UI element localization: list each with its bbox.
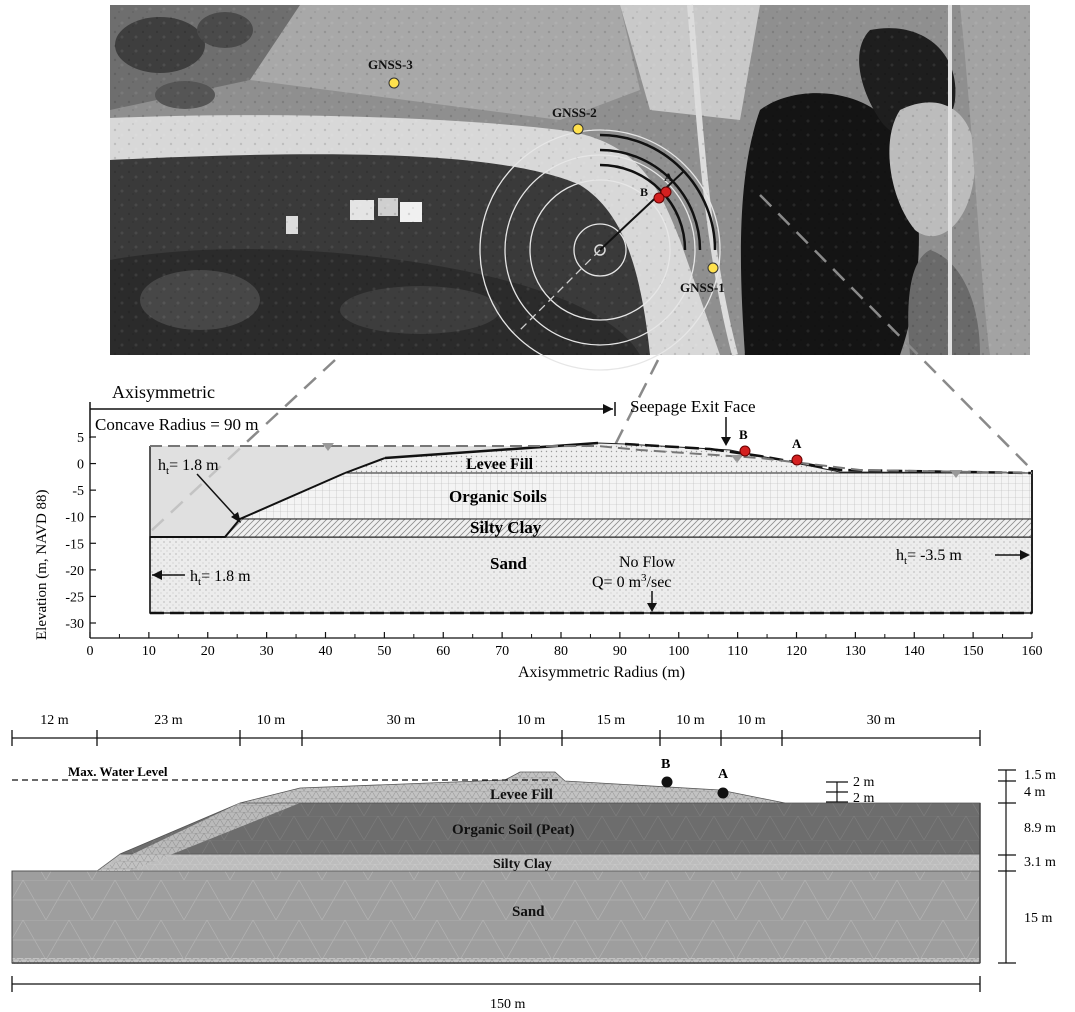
section-x-tick-label: 140	[904, 644, 925, 659]
section-y-tick-label: -5	[72, 484, 84, 499]
right-dim-2: 4 m	[1024, 785, 1046, 800]
section-x-tick-label: 100	[668, 644, 689, 659]
right-dim-4: 3.1 m	[1024, 855, 1056, 870]
section-axes: 0 10 20 30 40 50 60 70 80 90 100 110 120 130 140 150 160…	[65, 431, 1042, 659]
dimension-width-label: 10 m	[257, 713, 286, 728]
small-dim-1: 2 m	[853, 775, 875, 790]
section-x-tick-label: 60	[436, 644, 450, 659]
section-x-tick-label: 10	[142, 644, 156, 659]
mesh-silty-clay-label: Silty Clay	[493, 857, 552, 872]
ht-right-label: ht= -3.5 m	[896, 547, 962, 567]
dimension-width-label: 10 m	[517, 713, 546, 728]
section-organic-soils-label: Organic Soils	[449, 487, 547, 506]
section-x-tick-label: 50	[377, 644, 391, 659]
mesh-point-a-label: A	[718, 767, 729, 782]
section-y-tick-label: -10	[65, 511, 84, 526]
gnss-2-label: GNSS-2	[552, 105, 597, 120]
section-y-tick-label: -25	[65, 590, 84, 605]
dimension-width-label: 30 m	[867, 713, 896, 728]
right-dim-3: 8.9 m	[1024, 821, 1056, 836]
section-y-tick-label: -15	[65, 537, 84, 552]
concave-radius-label: Concave Radius = 90 m	[95, 415, 259, 434]
gnss-3-label: GNSS-3	[368, 57, 413, 72]
section-y-tick-label: 0	[77, 458, 84, 473]
section-x-tick-label: 130	[845, 644, 866, 659]
section-x-tick-label: 80	[554, 644, 568, 659]
section-x-tick-label: 70	[495, 644, 509, 659]
dimension-width-label: 23 m	[154, 713, 183, 728]
gnss-1-label: GNSS-1	[680, 280, 725, 295]
cross-section: B A Levee Fill Organic Soils Silty Clay …	[34, 382, 1043, 681]
section-x-tick-label: 90	[613, 644, 627, 659]
section-x-tick-label: 150	[963, 644, 984, 659]
aerial-point-b-label: B	[640, 185, 648, 199]
section-x-tick-label: 120	[786, 644, 807, 659]
dimension-width-label: 10 m	[737, 713, 766, 728]
section-point-b-label: B	[739, 427, 748, 442]
total-width-label: 150 m	[490, 997, 526, 1012]
small-dim-2: 2 m	[853, 791, 875, 806]
aerial-photo: GNSS-3 GNSS-2 GNSS-1 A B	[110, 4, 1030, 371]
section-levee-fill-label: Levee Fill	[466, 456, 534, 473]
axisymmetric-label: Axisymmetric	[112, 382, 215, 402]
mesh-point-b-label: B	[661, 757, 670, 772]
section-x-axis-title: Axisymmetric Radius (m)	[518, 664, 685, 681]
mesh-levee-fill-label: Levee Fill	[490, 787, 553, 803]
dimension-width-label: 15 m	[597, 713, 626, 728]
section-x-tick-label: 30	[260, 644, 274, 659]
aerial-point-a-label: A	[664, 170, 673, 184]
ht-left-bottom-label: ht= 1.8 m	[190, 568, 251, 588]
section-point-a-label: A	[792, 436, 802, 451]
section-x-tick-label: 110	[727, 644, 747, 659]
no-flow-label: No Flow	[619, 554, 676, 571]
mesh-sand-label: Sand	[512, 904, 545, 920]
section-x-tick-label: 0	[87, 644, 94, 659]
max-water-level-label: Max. Water Level	[68, 764, 168, 779]
q-label: Q= 0 m3/sec	[592, 572, 671, 591]
section-y-tick-label: 5	[77, 431, 84, 446]
section-y-axis-title: Elevation (m, NAVD 88)	[34, 489, 50, 640]
dimension-width-label: 30 m	[387, 713, 416, 728]
mesh-section: 12 m 23 m 10 m 30 m 10 m 15 m 10 m 10 m 30 m Max…	[11, 713, 1056, 1012]
dimension-width-label: 10 m	[676, 713, 705, 728]
section-y-tick-label: -20	[65, 564, 84, 579]
section-x-tick-label: 20	[201, 644, 215, 659]
section-x-tick-label: 40	[319, 644, 333, 659]
section-y-tick-label: -30	[65, 617, 84, 632]
section-sand-label: Sand	[490, 554, 527, 573]
seepage-exit-face-label: Seepage Exit Face	[630, 397, 756, 416]
section-silty-clay-label: Silty Clay	[470, 518, 542, 537]
mesh-organic-soil-label: Organic Soil (Peat)	[452, 822, 574, 838]
right-dim-5: 15 m	[1024, 911, 1053, 926]
right-dim-1: 1.5 m	[1024, 768, 1056, 783]
dimension-width-label: 12 m	[40, 713, 69, 728]
section-x-tick-label: 160	[1022, 644, 1043, 659]
ht-left-top-label: ht= 1.8 m	[158, 457, 219, 477]
